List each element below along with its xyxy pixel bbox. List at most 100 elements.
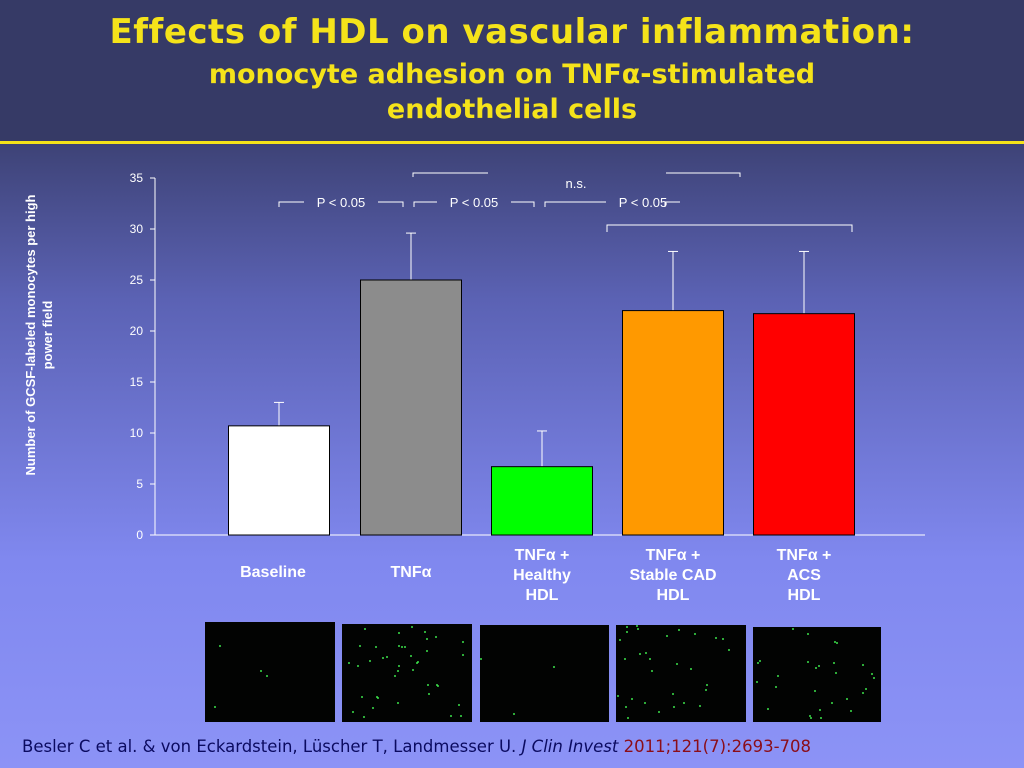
labeled-monocyte-dot (458, 704, 460, 706)
citation-reference: 2011;121(7):2693-708 (623, 737, 812, 756)
labeled-monocyte-dot (658, 711, 660, 713)
y-tick-label: 20 (130, 324, 144, 338)
labeled-monocyte-dot (676, 663, 678, 665)
labeled-monocyte-dot (715, 637, 717, 639)
category-label-line: TNFα + (514, 547, 570, 564)
labeled-monocyte-dot (705, 689, 707, 691)
category-label-line: HDL (656, 587, 690, 604)
y-tick-label: 10 (130, 426, 144, 440)
category-label-line: TNFα + (645, 547, 701, 564)
labeled-monocyte-dot (266, 675, 268, 677)
bar (622, 310, 724, 536)
category-label-line: HDL (787, 587, 821, 604)
citation: Besler C et al. & von Eckardstein, Lüsch… (22, 737, 811, 756)
labeled-monocyte-dot (834, 641, 836, 643)
significance-bracket (412, 172, 488, 177)
y-tick-label: 0 (136, 528, 143, 542)
slide-subtitle: monocyte adhesion on TNFα-stimulated end… (208, 59, 816, 125)
significance-label: P < 0.05 (450, 195, 499, 210)
bar (753, 313, 855, 536)
x-category-label: TNFα (346, 563, 476, 583)
labeled-monocyte-dot (424, 631, 426, 633)
labeled-monocyte-dot (833, 662, 835, 664)
labeled-monocyte-dot (426, 650, 428, 652)
labeled-monocyte-dot (372, 707, 374, 709)
labeled-monocyte-dot (631, 698, 633, 700)
labeled-monocyte-dot (214, 706, 216, 708)
significance-bracket (278, 201, 304, 207)
labeled-monocyte-dot (398, 665, 400, 667)
labeled-monocyte-dot (377, 697, 379, 699)
labeled-monocyte-dot (219, 645, 221, 647)
labeled-monocyte-dot (626, 626, 628, 628)
labeled-monocyte-dot (416, 662, 418, 664)
labeled-monocyte-dot (359, 645, 361, 647)
labeled-monocyte-dot (690, 668, 692, 670)
title-band (0, 0, 1024, 141)
significance-bracket (666, 172, 741, 177)
labeled-monocyte-dot (810, 717, 812, 719)
labeled-monocyte-dot (873, 677, 875, 679)
microscopy-image (480, 625, 609, 722)
labeled-monocyte-dot (807, 633, 809, 635)
microscopy-image (342, 624, 472, 722)
bar (228, 425, 330, 536)
labeled-monocyte-dot (411, 626, 413, 628)
labeled-monocyte-dot (666, 635, 668, 637)
labeled-monocyte-dot (369, 660, 371, 662)
microscopy-image (753, 627, 881, 722)
labeled-monocyte-dot (645, 652, 647, 654)
labeled-monocyte-dot (404, 646, 406, 648)
labeled-monocyte-dot (260, 670, 262, 672)
significance-bracket (511, 201, 535, 207)
significance-bracket (378, 201, 404, 207)
y-tick-label: 25 (130, 273, 144, 287)
category-label-line: Stable CAD (629, 567, 717, 584)
labeled-monocyte-dot (815, 667, 817, 669)
labeled-monocyte-dot (513, 713, 515, 715)
labeled-monocyte-dot (553, 666, 555, 668)
labeled-monocyte-dot (376, 696, 378, 698)
labeled-monocyte-dot (462, 641, 464, 643)
labeled-monocyte-dot (375, 646, 377, 648)
labeled-monocyte-dot (637, 628, 639, 630)
labeled-monocyte-dot (450, 715, 452, 717)
labeled-monocyte-dot (767, 708, 769, 710)
bar (491, 466, 593, 536)
category-label-line: TNFα + (776, 547, 832, 564)
labeled-monocyte-dot (398, 632, 400, 634)
labeled-monocyte-dot (428, 693, 430, 695)
citation-authors: Besler C et al. & von Eckardstein, Lüsch… (22, 737, 517, 756)
labeled-monocyte-dot (462, 654, 464, 656)
labeled-monocyte-dot (862, 692, 864, 694)
labeled-monocyte-dot (835, 672, 837, 674)
labeled-monocyte-dot (427, 684, 429, 686)
labeled-monocyte-dot (678, 629, 680, 631)
x-category-label: TNFα + Stable CAD HDL (608, 546, 738, 606)
labeled-monocyte-dot (809, 715, 811, 717)
citation-journal: J Clin Invest (521, 737, 619, 756)
labeled-monocyte-dot (759, 660, 761, 662)
significance-bracket (606, 224, 853, 232)
labeled-monocyte-dot (694, 633, 696, 635)
significance-label: P < 0.05 (619, 195, 668, 210)
labeled-monocyte-dot (871, 673, 873, 675)
labeled-monocyte-dot (617, 695, 619, 697)
labeled-monocyte-dot (412, 669, 414, 671)
labeled-monocyte-dot (683, 702, 685, 704)
labeled-monocyte-dot (624, 658, 626, 660)
labeled-monocyte-dot (364, 628, 366, 630)
labeled-monocyte-dot (865, 688, 867, 690)
labeled-monocyte-dot (807, 661, 809, 663)
labeled-monocyte-dot (775, 686, 777, 688)
labeled-monocyte-dot (862, 664, 864, 666)
bar-chart: 0 5 10 15 20 25 30 35 P < 0.05 P < 0.05 P < 0.05 n.… (130, 172, 855, 542)
labeled-monocyte-dot (348, 662, 350, 664)
labeled-monocyte-dot (651, 670, 653, 672)
labeled-monocyte-dot (382, 657, 384, 659)
labeled-monocyte-dot (846, 698, 848, 700)
y-axis-label: Number of GCSF-labeled monocytes per hig… (23, 194, 55, 476)
labeled-monocyte-dot (361, 696, 363, 698)
significance-bracket (413, 201, 437, 207)
category-label-line: Baseline (240, 564, 306, 581)
